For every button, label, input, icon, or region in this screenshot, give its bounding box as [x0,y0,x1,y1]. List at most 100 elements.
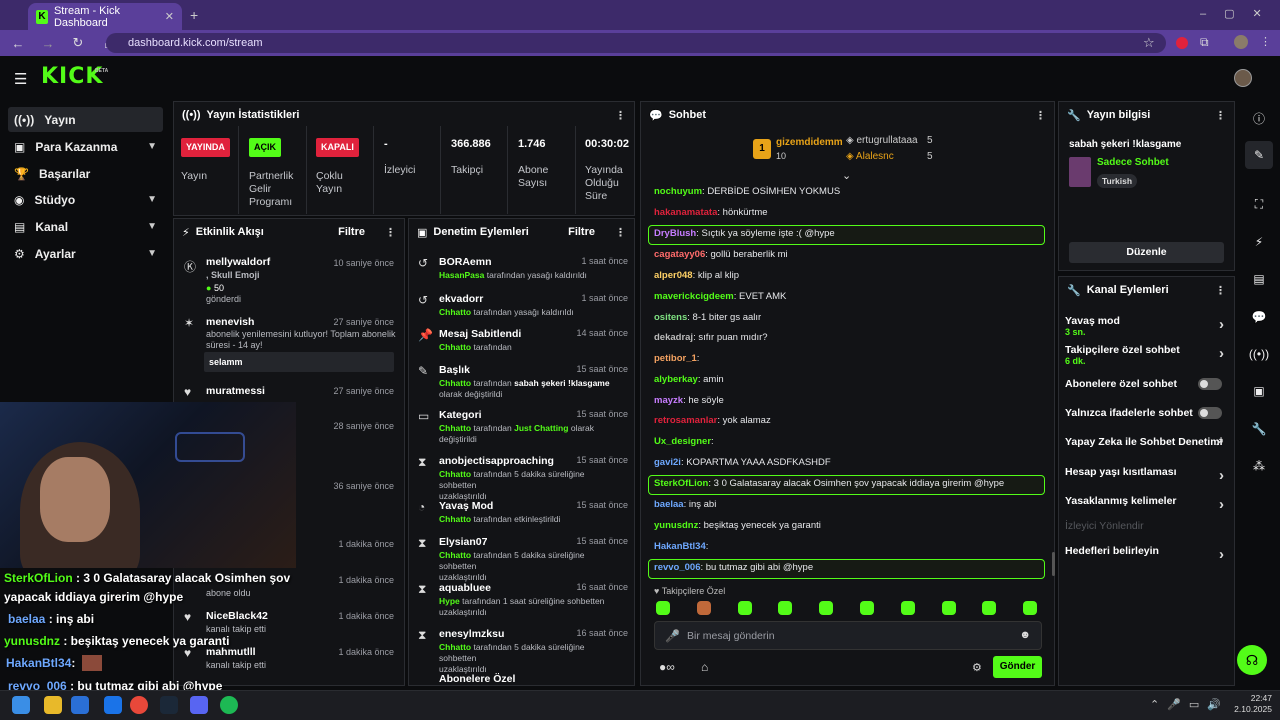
info-icon[interactable]: ⓘ [1252,111,1265,126]
browser-tab[interactable]: K Stream - Kick Dashboard ✕ [28,3,182,30]
profile-avatar[interactable] [1234,35,1248,49]
send-button[interactable]: Gönder [993,656,1042,678]
sidebar-item-yayin[interactable]: ((•)) Yayın [8,107,163,132]
discord-icon[interactable] [190,696,208,714]
spotify-icon[interactable] [220,696,238,714]
store-app-icon[interactable] [71,696,89,714]
emote-button[interactable] [696,601,711,615]
emote-button[interactable] [900,601,915,615]
chat-username[interactable]: mayzk [654,395,684,406]
chat-username[interactable]: cagatayy06 [654,249,706,260]
hamburger-menu-icon[interactable]: ☰ [14,71,28,88]
toggle-switch[interactable] [1198,378,1222,390]
chat-username[interactable]: gavi2i [654,457,681,468]
more-icon[interactable]: ⋮ [1035,109,1046,122]
new-tab-icon[interactable]: + [190,7,199,23]
sidebar-item-kanal[interactable]: ▤ Kanal ▼ [14,219,157,234]
activity-item: 1 dakika önce abone oldu [206,575,394,598]
toggle-switch[interactable] [1198,407,1222,419]
reload-icon[interactable]: ↻ [72,35,84,50]
chrome-icon[interactable] [130,696,148,714]
bookmark-star-icon[interactable]: ☆ [1143,35,1155,50]
more-icon[interactable]: ⋮ [615,109,626,122]
lightning-icon[interactable]: ⚡ [1254,235,1264,249]
chat-username[interactable]: SterkOfLion [654,478,709,489]
chat-username[interactable]: maverickcigdeem [654,291,734,302]
more-icon[interactable]: ⋮ [385,226,396,239]
more-icon[interactable]: ⋮ [1215,284,1226,297]
more-icon[interactable]: ⋮ [615,226,626,239]
emote-button[interactable] [1023,601,1038,615]
chat-username[interactable]: alper048 [654,270,693,281]
sidebar-item-ayarlar[interactable]: ⚙ Ayarlar ▼ [14,246,157,261]
chat-username[interactable]: HakanBtl34 [654,541,706,552]
support-headset-icon[interactable]: ☊ [1237,645,1267,675]
system-tray-icons[interactable]: ⌃🎤▭🔊 [1150,699,1230,711]
forward-icon[interactable]: → [41,35,55,51]
chat-username[interactable]: dekadraj [654,332,694,343]
pencil-icon[interactable]: ✎ [1245,141,1273,169]
emote-button[interactable] [819,601,834,615]
crop-icon[interactable]: ⛶ [1254,196,1264,211]
chat-username[interactable]: revvo_006 [654,562,701,573]
kick-logo[interactable]: KICK [41,64,104,89]
emote-button[interactable] [860,601,874,615]
url-field[interactable]: dashboard.kick.com/stream [106,33,1166,53]
chat-settings-gear-icon[interactable]: ⚙ [972,662,982,674]
channel-action-item[interactable]: Abonelere özel sohbet [1065,378,1230,398]
back-icon[interactable]: ← [11,35,25,51]
chat-username[interactable]: baelaa [654,499,684,510]
chat-username[interactable]: hakanamatata [654,207,718,218]
chat-scrollbar[interactable] [1052,552,1055,576]
points-icon[interactable]: ●∞ [659,660,675,674]
channel-action-item[interactable]: Hesap yaşı kısıtlaması › [1065,466,1230,486]
sidebar-item-basarilar[interactable]: 🏆 Başarılar [14,166,91,181]
wrench-icon[interactable]: 🔧 [1251,422,1267,436]
channel-action-item[interactable]: Takipçilere özel sohbet 6 dk. › [1065,344,1230,366]
outlook-icon[interactable] [104,696,122,714]
channel-action-item[interactable]: Yapay Zeka ile Sohbet Denetimi ↗ [1065,436,1230,456]
close-tab-icon[interactable]: ✕ [164,11,174,23]
extension-icon[interactable] [1176,37,1188,49]
emote-button[interactable] [941,601,956,615]
chat-username[interactable]: ositens [654,312,688,323]
activity-filter-button[interactable]: Filtre [338,226,365,238]
channel-action-item[interactable]: Yalnızca ifadelerle sohbet [1065,407,1230,427]
steam-icon[interactable] [160,696,178,714]
channel-action-item[interactable]: Hedefleri belirleyin › [1065,545,1230,565]
sidebar-item-studyo[interactable]: ◉ Stüdyo ▼ [14,192,157,207]
chat-username[interactable]: petibor_1 [654,353,697,364]
store-icon[interactable]: ⌂ [701,660,709,674]
moderation-filter-button[interactable]: Filtre [568,226,595,238]
window-controls[interactable]: –▢✕ [1200,8,1280,20]
emote-button[interactable] [982,601,997,615]
chat-username[interactable]: Ux_designer [654,436,712,447]
user-avatar[interactable] [1234,69,1252,87]
clipboard-icon[interactable]: ▤ [1253,272,1265,286]
category-name[interactable]: Sadece Sohbet [1097,157,1169,168]
apps-icon[interactable]: ⁂ [1253,459,1265,473]
chat-username[interactable]: alyberkay [654,374,698,385]
collapse-chevron-icon[interactable]: ⌄ [842,170,852,182]
channel-action-item[interactable]: Yavaş mod 3 sn. › [1065,315,1230,337]
emoji-picker-icon[interactable]: ☻ [1019,629,1031,641]
browser-menu-icon[interactable]: ⋮ [1260,36,1271,48]
emote-button[interactable] [737,601,752,615]
broadcast-icon[interactable]: ((•)) [1248,347,1270,361]
windows-start-icon[interactable] [12,696,30,714]
chat-username[interactable]: DryBlush [654,228,697,239]
emote-button[interactable] [656,601,670,615]
moderation-icon[interactable]: ▣ [1253,384,1265,398]
extensions-puzzle-icon[interactable]: ⧉ [1200,35,1209,49]
emote-button[interactable] [778,601,793,615]
chat-input[interactable]: 🎤 Bir mesaj gönderin ☻ [654,621,1042,650]
edit-stream-info-button[interactable]: Düzenle [1069,242,1224,263]
sidebar-item-para-kazanma[interactable]: ▣ Para Kazanma ▼ [14,139,157,154]
chat-username[interactable]: yunusdnz [654,520,699,531]
chat-username[interactable]: retrosamanlar [654,415,718,426]
chat-username[interactable]: nochuyum [654,186,703,197]
channel-action-item[interactable]: Yasaklanmış kelimeler › [1065,495,1230,515]
more-icon[interactable]: ⋮ [1215,109,1226,122]
chat-bubble-icon[interactable]: 💬 [1251,310,1267,324]
file-explorer-icon[interactable] [44,696,62,714]
